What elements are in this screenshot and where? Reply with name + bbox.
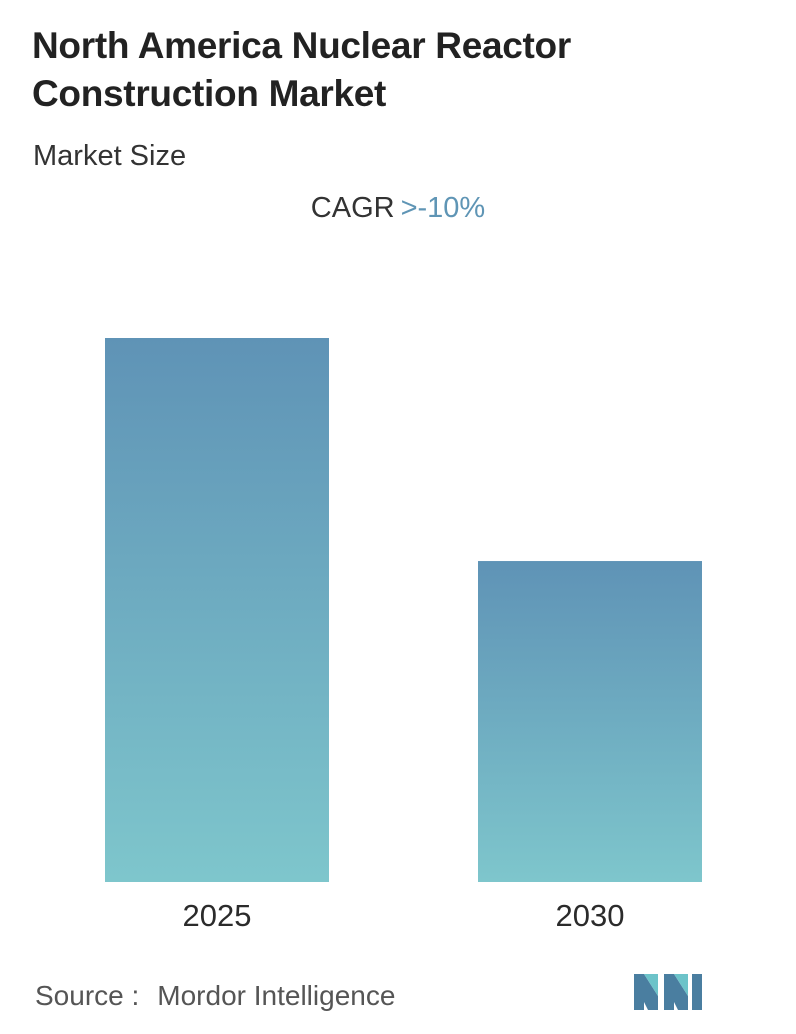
mordor-intelligence-logo-icon (634, 974, 702, 1010)
chart-title: North America Nuclear Reactor Constructi… (32, 22, 752, 118)
bar-2025 (105, 338, 329, 882)
bars-group (105, 338, 702, 882)
bar-chart: 2025 2030 (105, 338, 702, 933)
chart-title-line-2: Construction Market (32, 73, 387, 114)
bar-2030 (478, 561, 702, 882)
source-attribution: Source : Mordor Intelligence (35, 978, 395, 1014)
chart-subtitle: Market Size (33, 140, 187, 172)
cagr-indicator: CAGR >-10% (0, 190, 796, 226)
x-tick-label-2030: 2030 (556, 898, 625, 933)
source-name: Mordor Intelligence (157, 980, 396, 1011)
x-axis-labels: 2025 2030 (183, 898, 625, 933)
chart-title-line-1: North America Nuclear Reactor (32, 25, 571, 66)
source-label: Source : (35, 980, 140, 1011)
x-tick-label-2025: 2025 (183, 898, 252, 933)
cagr-value: >-10% (400, 192, 486, 224)
cagr-label: CAGR (310, 192, 395, 224)
